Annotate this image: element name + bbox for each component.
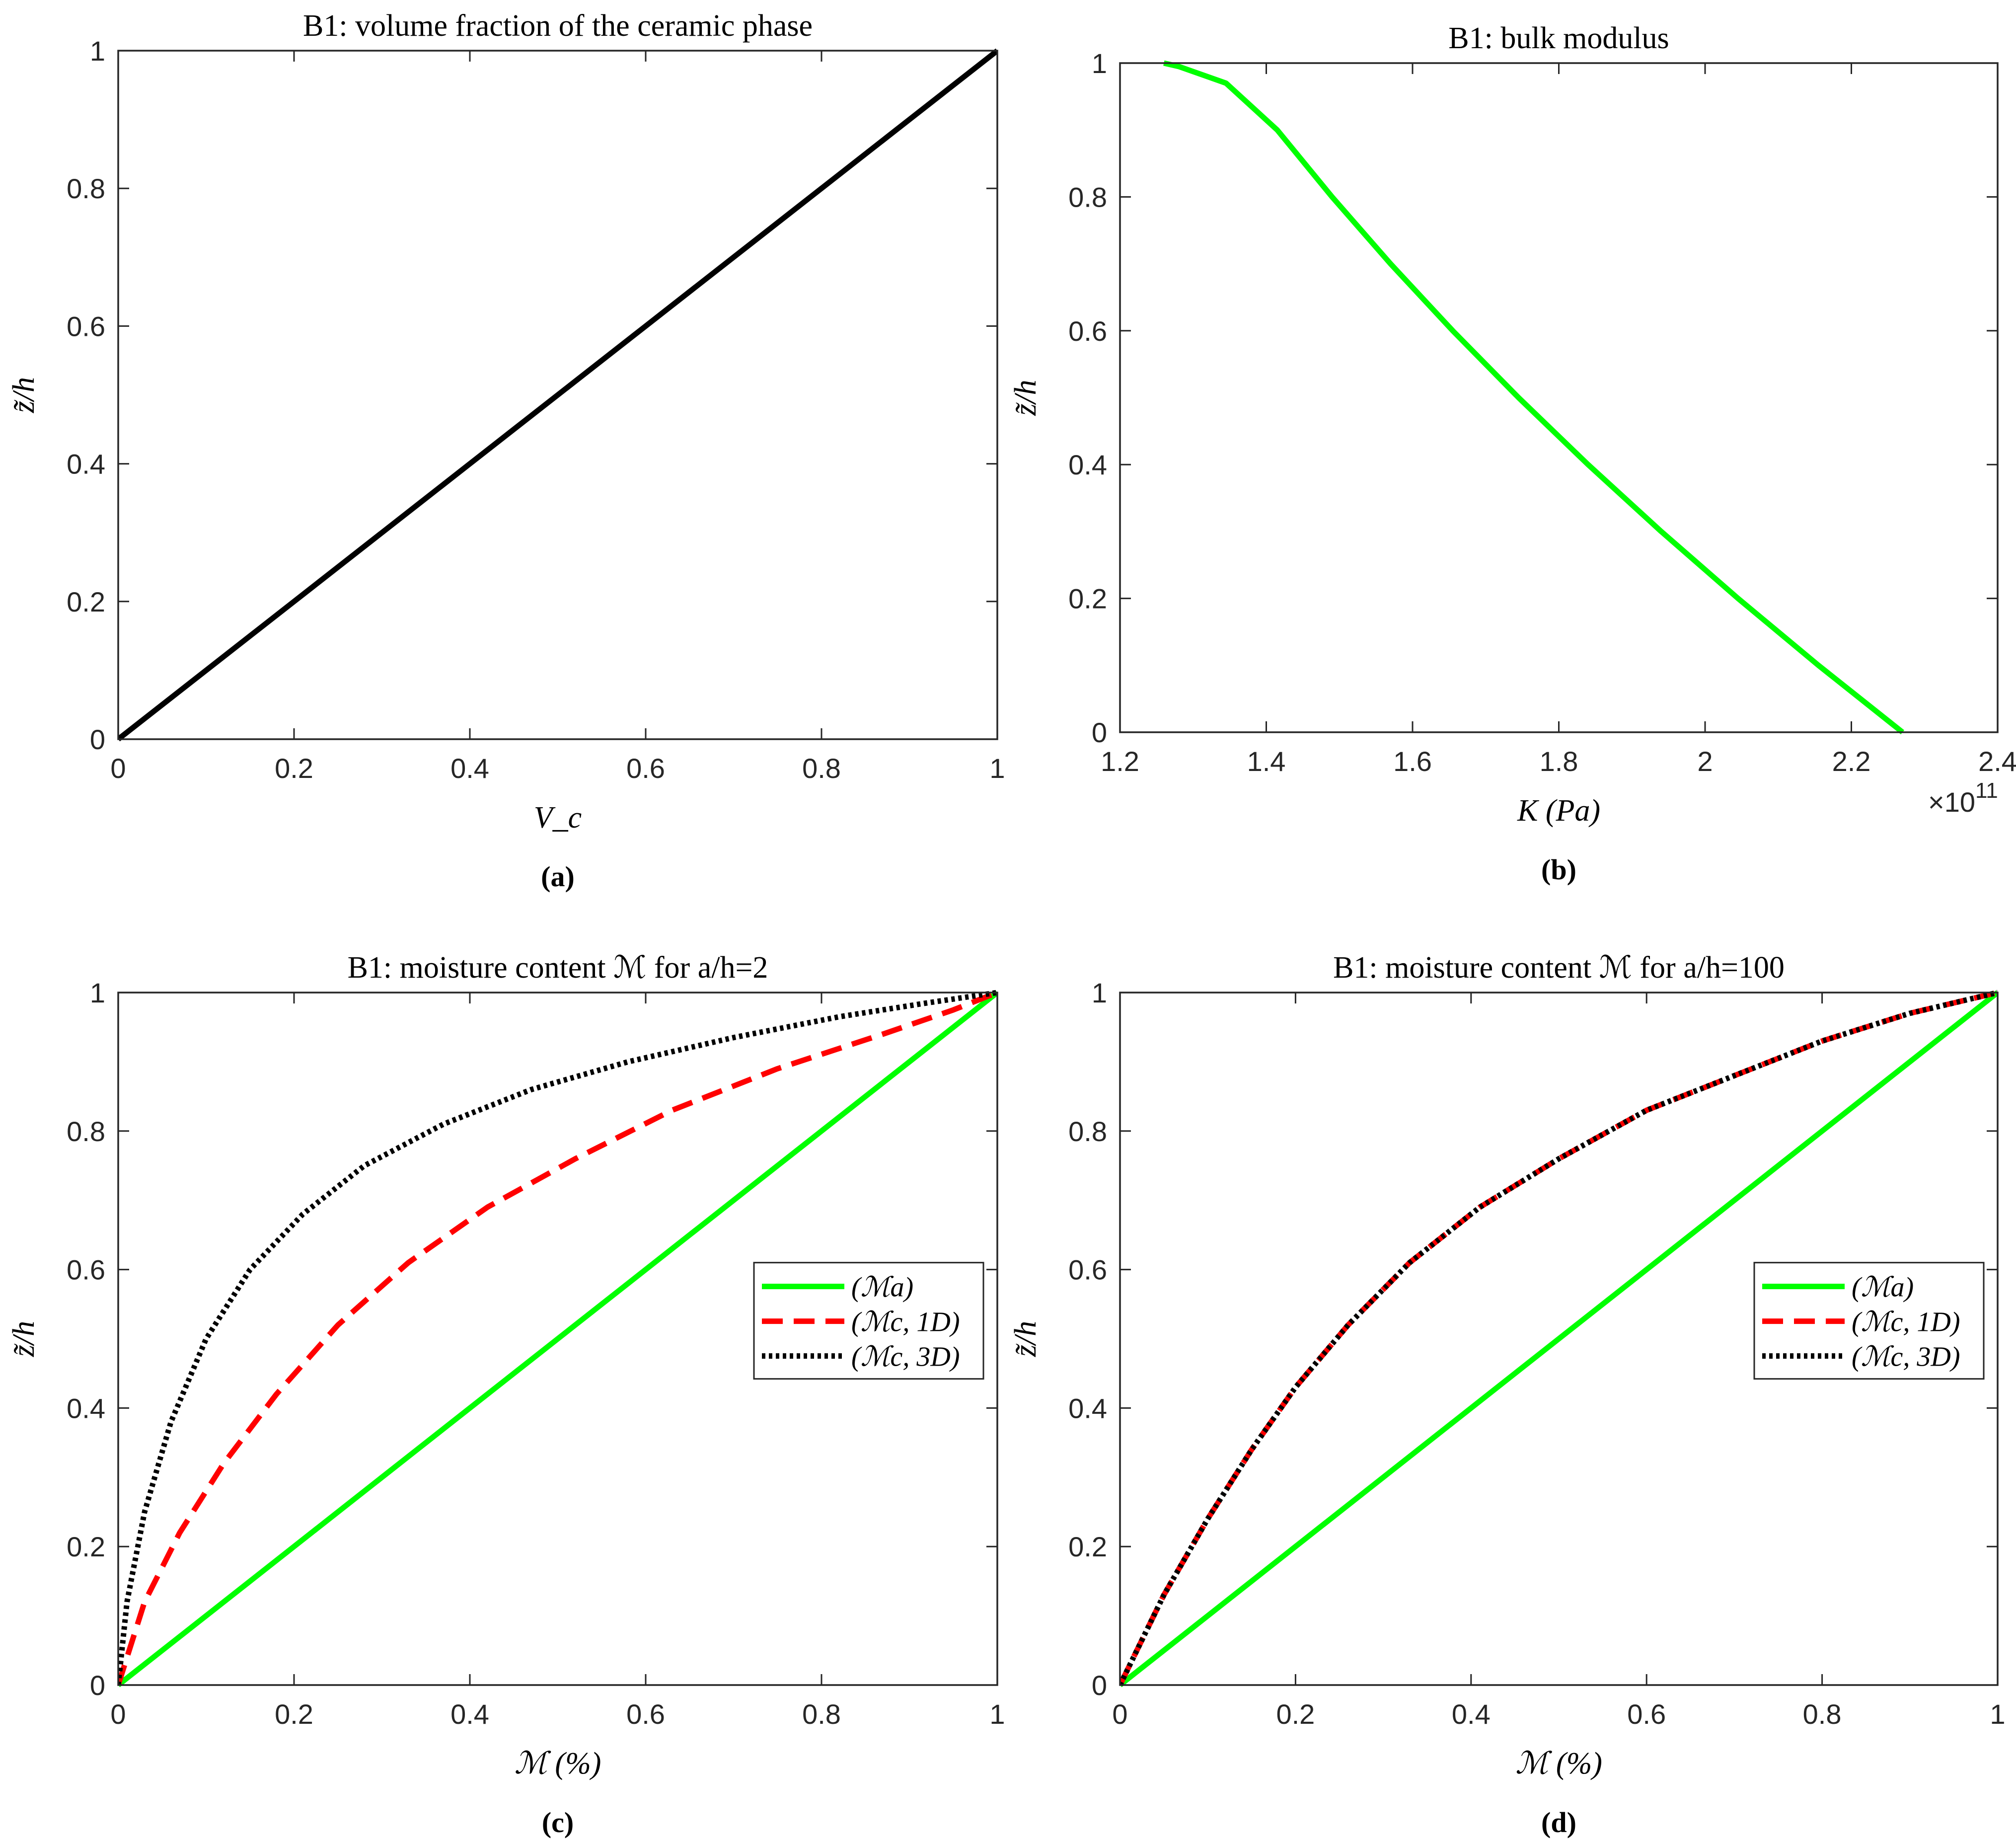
x-tick-label: 0.4 xyxy=(1452,1698,1491,1730)
y-tick-label: 0.8 xyxy=(1068,1116,1107,1147)
y-axis-title: z̃/h xyxy=(7,1321,41,1357)
x-axis-title: K (Pa) xyxy=(1517,794,1600,828)
chart-title: B1: moisture content ℳ for a/h=100 xyxy=(1333,951,1785,985)
y-tick-label: 1 xyxy=(90,977,105,1008)
x-tick-label: 1.2 xyxy=(1101,746,1139,777)
x-tick-label: 1 xyxy=(1990,1698,2005,1730)
series-line-solid-0 xyxy=(1163,60,1905,735)
y-tick-label: 0.8 xyxy=(67,1116,105,1147)
x-exponent-label: ×1011 xyxy=(1928,778,1998,818)
chart-title: B1: bulk modulus xyxy=(1448,21,1669,55)
y-tick-label: 0.4 xyxy=(67,449,105,480)
x-tick-label: 0.6 xyxy=(626,1698,665,1730)
x-tick-label: 1 xyxy=(989,753,1005,784)
y-tick-label: 0 xyxy=(1092,1670,1107,1701)
y-axis-title: z̃/h xyxy=(1009,1321,1043,1357)
x-tick-label: 0 xyxy=(110,1698,126,1730)
legend-label: (ℳc, 3D) xyxy=(1852,1342,1960,1373)
legend-label: (ℳa) xyxy=(1852,1272,1914,1303)
panel-caption: (c) xyxy=(542,1806,574,1839)
x-tick-label: 1 xyxy=(989,1698,1005,1730)
chart-title: B1: moisture content ℳ for a/h=2 xyxy=(348,951,768,985)
y-tick-label: 0.8 xyxy=(1068,181,1107,213)
panel-caption: (a) xyxy=(541,860,575,893)
x-tick-label: 0 xyxy=(1112,1698,1127,1730)
y-tick-label: 0.2 xyxy=(67,1531,105,1562)
chart-panel-c: B1: moisture content ℳ for a/h=2 0 0.2 0.4 0… xyxy=(7,951,1005,1839)
panels: B1: volume fraction of the ceramic phase… xyxy=(7,9,2016,1839)
x-tick-label: 0.8 xyxy=(1803,1698,1842,1730)
y-tick-label: 0.4 xyxy=(1068,1392,1107,1424)
legend: (ℳa) (ℳc, 1D) (ℳc, 3D) xyxy=(753,1262,984,1380)
x-axis-title: ℳ (%) xyxy=(1515,1747,1602,1780)
series-group xyxy=(1120,990,1998,1688)
y-tick-label: 0 xyxy=(1092,717,1107,748)
x-tick-label: 0.8 xyxy=(802,1698,841,1730)
y-axis-title: z̃/h xyxy=(7,377,41,413)
y-tick-label: 0.2 xyxy=(1068,1531,1107,1562)
legend: (ℳa) (ℳc, 1D) (ℳc, 3D) xyxy=(1753,1262,1985,1380)
series-line-solid-0 xyxy=(1120,990,1998,1688)
x-tick-label: 0.6 xyxy=(1627,1698,1666,1730)
y-tick-label: 0.2 xyxy=(1068,583,1107,615)
axes-box xyxy=(117,992,998,1686)
legend-label: (ℳa) xyxy=(851,1272,913,1303)
panel-caption: (b) xyxy=(1541,853,1576,886)
y-tick-label: 0 xyxy=(90,1670,105,1701)
x-tick-label: 0.4 xyxy=(450,753,489,784)
x-tick-label: 0.2 xyxy=(275,1698,313,1730)
y-tick-label: 0.6 xyxy=(1068,1254,1107,1286)
x-tick-label: 1.4 xyxy=(1247,746,1286,777)
y-tick-label: 0.4 xyxy=(67,1392,105,1424)
legend-box xyxy=(1753,1262,1985,1380)
x-tick-label: 0.2 xyxy=(275,753,313,784)
series-group xyxy=(1163,60,1905,735)
y-tick-label: 0.6 xyxy=(67,1254,105,1286)
legend-label: (ℳc, 1D) xyxy=(851,1307,960,1338)
series-line-solid-0 xyxy=(118,48,997,742)
x-axis-title: ℳ (%) xyxy=(515,1747,601,1780)
y-tick-label: 1 xyxy=(90,35,105,67)
x-tick-label: 0.2 xyxy=(1276,1698,1315,1730)
y-tick-label: 0.8 xyxy=(67,173,105,204)
x-tick-label: 1.6 xyxy=(1393,746,1432,777)
legend-label: (ℳc, 3D) xyxy=(851,1342,960,1373)
legend-box xyxy=(753,1262,984,1380)
legend-label: (ℳc, 1D) xyxy=(1852,1307,1960,1338)
y-tick-label: 0.6 xyxy=(1068,315,1107,347)
chart-title: B1: volume fraction of the ceramic phase xyxy=(303,9,813,43)
x-tick-label: 2 xyxy=(1697,746,1713,777)
x-tick-label: 2.2 xyxy=(1832,746,1871,777)
y-axis-title: z̃/h xyxy=(1009,380,1043,416)
y-tick-label: 0.2 xyxy=(67,586,105,617)
series-line-solid-0 xyxy=(118,990,997,1688)
chart-panel-b: B1: bulk modulus 1.2 1.4 1.6 1.8 2 2.2 2.4 0 0.2 0… xyxy=(1009,21,2016,886)
x-tick-label: 0.6 xyxy=(626,753,665,784)
x-tick-label: 0 xyxy=(110,753,126,784)
series-group xyxy=(118,990,997,1688)
chart-panel-d: B1: moisture content ℳ for a/h=100 0 0.2 0.… xyxy=(1009,951,2006,1839)
x-tick-label: 0.4 xyxy=(450,1698,489,1730)
axes-box xyxy=(117,50,998,740)
y-tick-label: 1 xyxy=(1092,48,1107,79)
panel-caption: (d) xyxy=(1541,1806,1576,1839)
x-tick-label: 0.8 xyxy=(802,753,841,784)
chart-panel-a: B1: volume fraction of the ceramic phase… xyxy=(7,9,1005,893)
x-axis-title: V_c xyxy=(534,801,582,835)
y-tick-label: 0 xyxy=(90,724,105,755)
series-line-dotted-2 xyxy=(1120,990,1998,1687)
x-tick-label: 1.8 xyxy=(1540,746,1578,777)
series-group xyxy=(118,48,997,742)
axes-box xyxy=(1119,992,1999,1686)
series-line-dashed-1 xyxy=(118,990,997,1686)
x-tick-label: 2.4 xyxy=(1978,746,2016,777)
y-tick-label: 0.4 xyxy=(1068,449,1107,480)
y-tick-label: 0.6 xyxy=(67,310,105,342)
y-tick-label: 1 xyxy=(1092,977,1107,1008)
